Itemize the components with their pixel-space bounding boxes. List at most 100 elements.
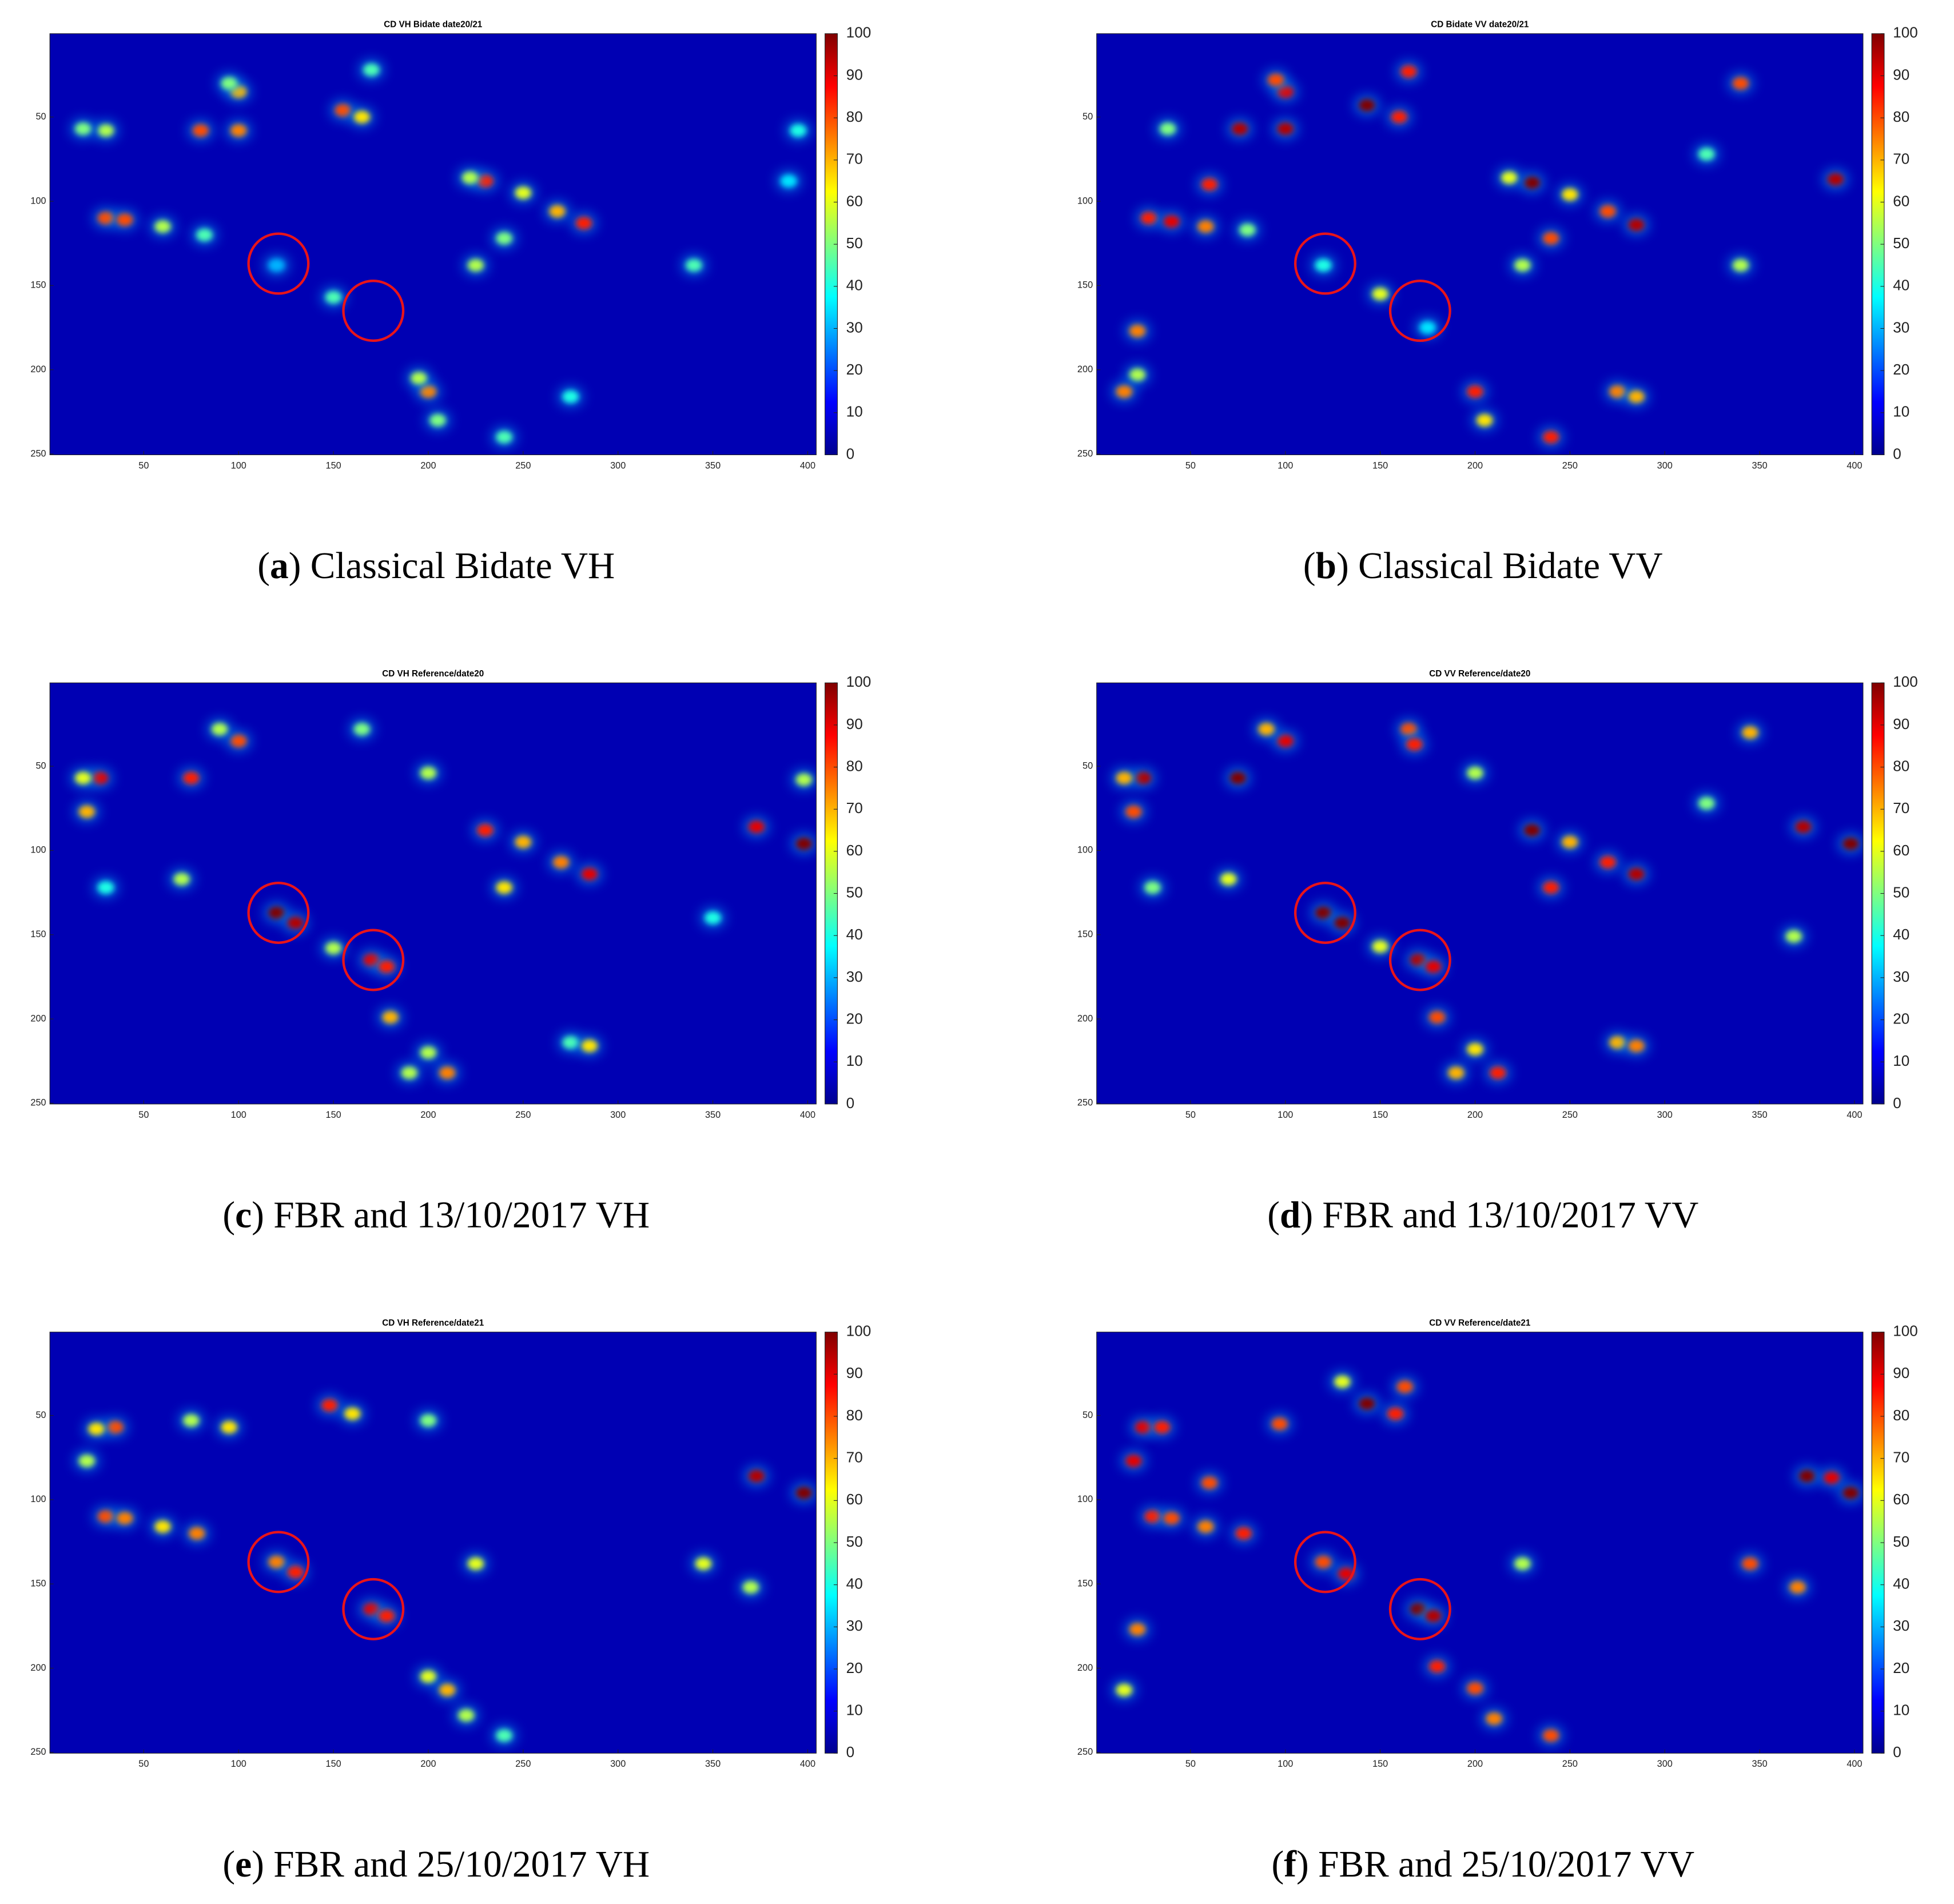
heat-spot [401, 1066, 417, 1080]
heat-spot [1467, 1043, 1483, 1056]
colorbar-tick-label: 60 [846, 192, 863, 209]
caption-text: FBR and 25/10/2017 VH [273, 1844, 650, 1885]
heat-spot [1163, 1512, 1180, 1525]
y-tick-label: 150 [30, 280, 46, 290]
plot-area [1096, 1332, 1863, 1754]
caption-paren: ) [252, 1194, 273, 1236]
heat-spot [154, 1520, 171, 1533]
colorbar-tick-label: 20 [1893, 1010, 1909, 1027]
heat-spot [211, 723, 228, 736]
heat-spot [192, 124, 209, 137]
colorbar-tick-label: 10 [846, 403, 863, 420]
heat-spot [1229, 771, 1247, 784]
colorbar-tick-label: 10 [846, 1052, 863, 1069]
heat-spot [1628, 390, 1645, 403]
colorbar-tick-label: 40 [1893, 1575, 1909, 1592]
highlight-circle [1388, 1578, 1451, 1640]
colorbar-tick-label: 100 [846, 1323, 871, 1340]
caption-panel-letter: f [1284, 1844, 1297, 1885]
heat-spot [1239, 224, 1256, 236]
heat-spot [325, 291, 342, 304]
x-tick-label: 50 [1185, 1110, 1196, 1120]
heat-spot [268, 259, 285, 272]
caption-paren: ( [257, 545, 270, 587]
caption: (d) FBR and 13/10/2017 VV [1267, 1194, 1698, 1236]
heat-spot [1795, 820, 1812, 834]
heat-spot [1201, 1476, 1218, 1489]
colorbar-tick-label: 100 [1893, 1323, 1918, 1340]
heat-spot [91, 771, 109, 784]
heat-spot [1698, 797, 1715, 810]
heat-spot [1315, 906, 1332, 919]
heat-spot [196, 229, 213, 241]
heat-spot [1514, 1557, 1531, 1570]
colorbar-tick-label: 60 [846, 842, 863, 859]
x-tick-label: 350 [705, 1759, 721, 1769]
x-tick-label: 300 [1657, 1759, 1673, 1769]
colorbar-tick-label: 30 [846, 968, 863, 985]
y-tick-label: 100 [1077, 1494, 1093, 1504]
heat-spot [335, 104, 351, 117]
heat-spot [97, 212, 114, 225]
x-tick-label: 400 [1846, 460, 1862, 471]
heat-spot [411, 372, 427, 385]
heat-spot [686, 259, 702, 272]
heat-spot [268, 906, 285, 919]
heat-spot [1372, 940, 1388, 953]
heat-spot [1785, 930, 1802, 943]
heat-spot [553, 856, 570, 869]
caption: (c) FBR and 13/10/2017 VH [222, 1194, 650, 1236]
panel-title: CD Bidate VV date20/21 [1431, 20, 1529, 30]
heat-spot [1742, 1557, 1758, 1570]
y-tick-label: 50 [35, 111, 46, 122]
heat-spot [1197, 1520, 1214, 1533]
x-tick-label: 250 [515, 460, 531, 471]
x-tick-label: 300 [1657, 460, 1673, 471]
colorbar-tick-label: 60 [1893, 842, 1909, 859]
x-tick-label: 300 [610, 1110, 626, 1120]
heat-spot [429, 414, 446, 427]
colorbar-tick-label: 30 [846, 1617, 863, 1634]
caption: (b) Classical Bidate VV [1303, 545, 1663, 587]
highlight-circle [1294, 1531, 1356, 1594]
y-tick-label: 250 [1077, 1747, 1093, 1757]
colorbar-tick-label: 30 [1893, 318, 1909, 336]
heat-spot [1732, 77, 1749, 90]
heat-spot [230, 124, 247, 137]
heatmap-background [50, 683, 817, 1104]
heat-spot [1609, 1036, 1626, 1049]
y-tick-label: 250 [1077, 448, 1093, 459]
heat-spot [1201, 178, 1218, 191]
x-tick-label: 200 [420, 460, 436, 471]
heat-spot [1116, 385, 1132, 398]
colorbar-tick-label: 90 [846, 66, 863, 83]
heat-spot [1163, 215, 1180, 228]
heat-spot [117, 1512, 133, 1525]
caption-panel-letter: d [1280, 1194, 1300, 1236]
colorbar-tick-label: 0 [846, 1743, 855, 1760]
highlight-circle [1294, 232, 1356, 295]
x-tick-label: 100 [1278, 460, 1293, 471]
x-tick-label: 100 [1278, 1110, 1293, 1120]
heat-spot [1406, 738, 1423, 751]
heat-spot [97, 124, 114, 137]
colorbar-tick-label: 0 [846, 445, 855, 462]
heat-spot [458, 1709, 475, 1722]
heat-spot [1842, 1487, 1859, 1499]
heat-spot [88, 1423, 105, 1436]
panel-title: CD VV Reference/date21 [1429, 1318, 1531, 1328]
caption-paren: ( [1271, 1844, 1284, 1885]
x-tick-label: 50 [1185, 1759, 1196, 1769]
heat-spot [1543, 881, 1559, 894]
heat-spot [1476, 414, 1493, 427]
colorbar-tick-label: 10 [846, 1702, 863, 1719]
heat-spot [795, 1487, 812, 1499]
highlight-circle [342, 1578, 405, 1640]
x-tick-label: 350 [1752, 1759, 1767, 1769]
heat-spot [581, 867, 598, 881]
caption: (a) Classical Bidate VH [257, 545, 615, 587]
y-tick-label: 50 [1083, 760, 1093, 771]
x-tick-label: 250 [1562, 1759, 1578, 1769]
